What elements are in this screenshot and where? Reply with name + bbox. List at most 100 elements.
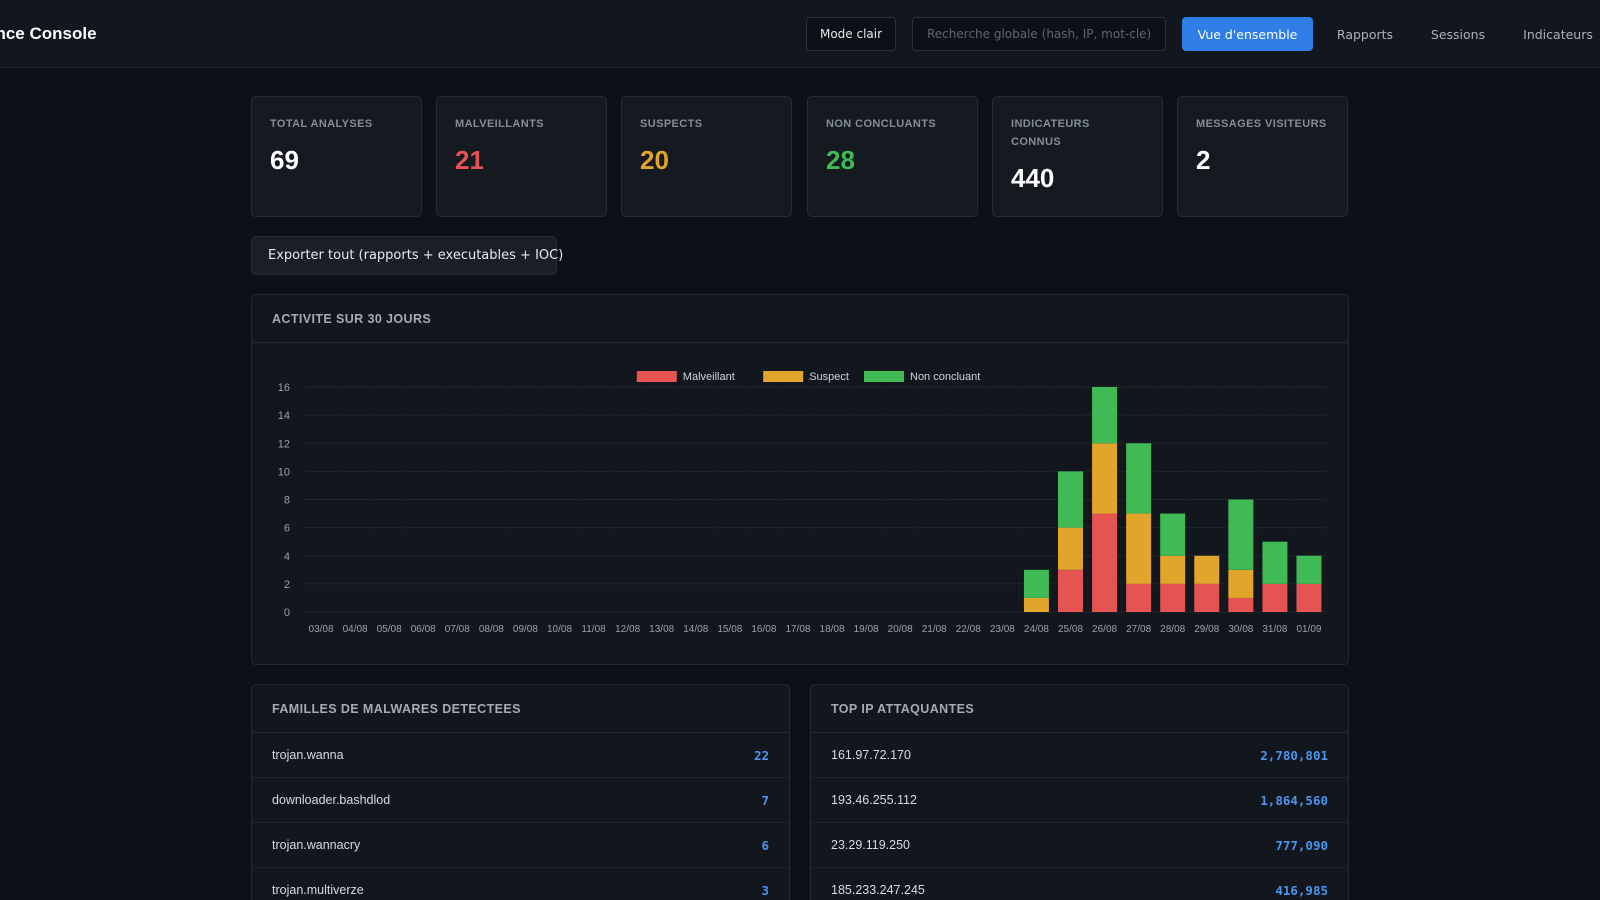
bar-segment[interactable] [1296, 583, 1322, 612]
y-tick-label: 4 [284, 551, 290, 563]
x-tick-label: 14/08 [683, 624, 708, 635]
list-item[interactable]: 193.46.255.112 1,864,560 [811, 778, 1348, 823]
bar-segment[interactable] [1228, 597, 1254, 612]
stat-card-malicious: MALVEILLANTS 21 [436, 96, 607, 217]
ip-count: 1,864,560 [1260, 792, 1328, 808]
x-tick-label: 06/08 [411, 624, 436, 635]
stat-card-indicators: INDICATEURS CONNUS 440 [992, 96, 1163, 217]
legend-swatch [636, 371, 677, 382]
bar-segment[interactable] [1092, 443, 1118, 514]
family-name: trojan.wannacry [272, 838, 361, 852]
bar-segment[interactable] [1126, 443, 1152, 514]
bar-segment[interactable] [1092, 387, 1118, 444]
stat-card-inconclusive: NON CONCLUANTS 28 [807, 96, 978, 217]
bar-segment[interactable] [1126, 513, 1152, 584]
family-count: 7 [761, 792, 769, 808]
x-tick-label: 12/08 [615, 624, 640, 635]
bar-segment[interactable] [1126, 583, 1152, 612]
theme-toggle-button[interactable]: Mode clair [806, 17, 896, 51]
list-item[interactable]: trojan.wanna 22 [252, 733, 789, 778]
list-item[interactable]: trojan.wannacry 6 [252, 823, 789, 868]
x-tick-label: 03/08 [309, 624, 334, 635]
x-tick-label: 28/08 [1160, 624, 1185, 635]
x-tick-label: 17/08 [785, 624, 810, 635]
stat-label: INDICATEURS CONNUS [1011, 118, 1090, 148]
family-name: downloader.bashdlod [272, 793, 391, 807]
bar-segment[interactable] [1023, 597, 1049, 612]
bar-segment[interactable] [1092, 513, 1118, 612]
bar-segment[interactable] [1058, 527, 1083, 570]
stat-label: NON CONCLUANTS [826, 118, 937, 130]
ip-address: 185.233.247.245 [831, 883, 925, 897]
global-search-input[interactable] [912, 17, 1166, 51]
ip-count: 2,780,801 [1260, 747, 1328, 763]
bar-segment[interactable] [1160, 555, 1186, 584]
x-tick-label: 29/08 [1194, 624, 1219, 635]
app-title: ence Console [0, 24, 97, 43]
family-count: 22 [753, 747, 769, 763]
stat-label: SUSPECTS [640, 118, 703, 130]
x-tick-label: 01/09 [1296, 624, 1321, 635]
activity-chart: Malveillant Suspect Non concluant 0 2 4 6 8 10 12… [278, 371, 1327, 635]
legend-swatch [864, 371, 904, 382]
x-tick-label: 09/08 [513, 624, 538, 635]
x-tick-label: 30/08 [1228, 624, 1253, 635]
x-tick-label: 10/08 [547, 624, 572, 635]
nav-tab-sessions[interactable]: Sessions [1430, 26, 1486, 42]
list-item[interactable]: 161.97.72.170 2,780,801 [811, 733, 1348, 778]
bar-segment[interactable] [1160, 513, 1186, 556]
ip-address: 23.29.119.250 [831, 838, 911, 852]
x-tick-label: 31/08 [1262, 624, 1287, 635]
bar-segment[interactable] [1058, 569, 1083, 612]
x-tick-label: 26/08 [1092, 624, 1117, 635]
list-item[interactable]: downloader.bashdlod 7 [252, 778, 789, 823]
list-item[interactable]: trojan.multiverze 3 [252, 868, 789, 900]
bar-segment[interactable] [1262, 541, 1288, 584]
legend-label: Malveillant [683, 371, 735, 383]
bar-segment[interactable] [1058, 471, 1083, 528]
family-count: 3 [761, 882, 769, 898]
y-tick-label: 16 [278, 382, 290, 394]
bar-segment[interactable] [1023, 569, 1049, 598]
x-tick-label: 04/08 [343, 624, 368, 635]
stat-card-total: TOTAL ANALYSES 69 [251, 96, 422, 217]
x-tick-label: 22/08 [956, 624, 981, 635]
y-tick-label: 8 [284, 495, 290, 507]
x-tick-label: 16/08 [751, 624, 776, 635]
x-tick-label: 15/08 [717, 624, 742, 635]
stat-value: 28 [826, 145, 855, 175]
bar-segment[interactable] [1160, 583, 1186, 612]
bar-segment[interactable] [1296, 555, 1322, 584]
panel-title: ACTIVITE SUR 30 JOURS [252, 295, 1348, 343]
stat-value: 2 [1196, 145, 1211, 175]
export-all-button[interactable]: Exporter tout (rapports + executables + … [251, 236, 563, 275]
list-item[interactable]: 185.233.247.245 416,985 [811, 868, 1348, 900]
nav-tab-overview[interactable]: Vue d'ensemble [1182, 17, 1313, 51]
bar-segment[interactable] [1228, 499, 1254, 570]
list-item[interactable]: 23.29.119.250 777,090 [811, 823, 1348, 868]
x-tick-label: 24/08 [1024, 624, 1049, 635]
ip-address: 161.97.72.170 [831, 748, 911, 762]
x-tick-label: 27/08 [1126, 624, 1151, 635]
stat-value: 69 [270, 145, 299, 175]
activity-chart-panel: ACTIVITE SUR 30 JOURS Malveillant Suspect… [251, 294, 1349, 665]
bar-segment[interactable] [1262, 583, 1288, 612]
x-tick-label: 20/08 [888, 624, 913, 635]
bar-segment[interactable] [1194, 555, 1220, 584]
bar-segment[interactable] [1228, 569, 1254, 598]
x-tick-label: 13/08 [649, 624, 674, 635]
ip-address: 193.46.255.112 [831, 793, 917, 807]
nav-tab-reports[interactable]: Rapports [1336, 26, 1394, 42]
x-tick-label: 18/08 [820, 624, 845, 635]
x-tick-label: 05/08 [377, 624, 402, 635]
nav-tab-indicators[interactable]: Indicateurs [1523, 26, 1593, 42]
bar-segment[interactable] [1194, 583, 1220, 612]
x-tick-label: 07/08 [445, 624, 470, 635]
malware-families-panel: FAMILLES DE MALWARES DETECTEES trojan.wa… [251, 684, 790, 900]
stat-label: TOTAL ANALYSES [270, 118, 373, 130]
x-tick-label: 25/08 [1058, 624, 1083, 635]
ip-count: 416,985 [1275, 882, 1328, 898]
stat-label: MESSAGES VISITEURS [1196, 118, 1327, 130]
legend-label: Suspect [809, 371, 849, 383]
stat-card-messages: MESSAGES VISITEURS 2 [1177, 96, 1348, 217]
